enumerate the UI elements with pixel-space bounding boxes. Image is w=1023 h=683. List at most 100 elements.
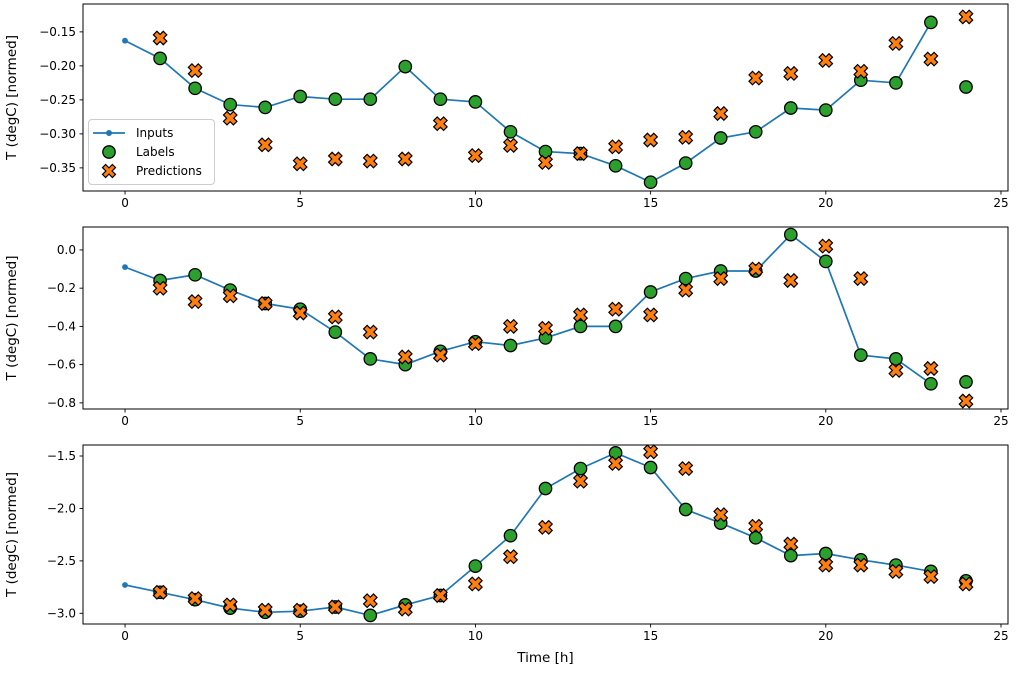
predictions-marker bbox=[923, 360, 939, 377]
predictions-marker bbox=[958, 9, 974, 25]
labels-marker bbox=[678, 502, 693, 517]
legend: Inputs Labels Predictions bbox=[88, 119, 215, 185]
predictions-marker bbox=[187, 591, 203, 607]
predictions-marker bbox=[818, 238, 834, 254]
predictions-marker bbox=[152, 280, 168, 296]
labels-marker bbox=[328, 92, 343, 107]
x-tick-label: 20 bbox=[818, 629, 833, 643]
predictions-marker bbox=[467, 336, 483, 352]
x-tick-label: 5 bbox=[296, 629, 304, 643]
labels-marker bbox=[783, 548, 798, 563]
labels-marker bbox=[573, 461, 588, 476]
y-tick-label: 0.0 bbox=[57, 243, 76, 257]
labels-marker bbox=[818, 254, 833, 269]
predictions-marker bbox=[362, 153, 378, 169]
predictions-marker bbox=[783, 272, 799, 289]
predictions-marker bbox=[362, 324, 378, 340]
predictions-marker bbox=[643, 307, 659, 323]
labels-marker bbox=[748, 530, 763, 545]
labels-marker bbox=[783, 101, 798, 115]
labels-marker bbox=[713, 131, 728, 145]
inputs-line bbox=[124, 21, 932, 184]
y-tick-label: −2.5 bbox=[47, 554, 76, 568]
predictions-marker bbox=[397, 349, 413, 365]
predictions-marker bbox=[572, 307, 589, 323]
labels-marker bbox=[959, 80, 973, 94]
predictions-marker bbox=[537, 154, 554, 170]
y-tick-label: −0.35 bbox=[39, 161, 76, 175]
y-tick-label: −3.0 bbox=[47, 606, 76, 620]
y-tick-label: −0.30 bbox=[39, 127, 76, 141]
labels-marker bbox=[293, 89, 308, 104]
subplot-frame bbox=[82, 3, 1009, 192]
predictions-marker bbox=[152, 584, 168, 600]
predictions-marker bbox=[643, 444, 659, 460]
predictions-marker bbox=[923, 51, 939, 67]
subplot-2: 0 5 10 15 20 25 0.0 −0.2 −0.4 −0.6 −0.8 T (degC) [n… bbox=[4, 226, 1009, 428]
labels-marker bbox=[748, 124, 763, 139]
predictions-marker bbox=[748, 261, 764, 277]
predictions-marker bbox=[327, 309, 343, 325]
predictions-marker bbox=[187, 294, 203, 310]
predictions-marker bbox=[888, 35, 904, 51]
x-tick-label: 20 bbox=[818, 414, 833, 428]
labels-marker bbox=[223, 97, 238, 112]
predictions-marker bbox=[397, 151, 413, 167]
predictions-marker bbox=[818, 52, 834, 68]
predictions-marker bbox=[257, 602, 273, 618]
predictions-marker bbox=[853, 271, 869, 287]
x-tick-label: 10 bbox=[468, 629, 483, 643]
predictions-marker bbox=[397, 601, 413, 617]
x-tick-label: 15 bbox=[643, 629, 658, 643]
predictions-marker bbox=[292, 602, 308, 618]
y-tick-label: −0.4 bbox=[47, 319, 76, 333]
labels-marker bbox=[468, 95, 483, 109]
subplot-frame bbox=[82, 226, 1009, 410]
predictions-marker bbox=[432, 347, 448, 363]
x-tick-label: 0 bbox=[121, 414, 129, 428]
x-tick-label: 20 bbox=[818, 196, 833, 210]
predictions-marker bbox=[608, 139, 624, 155]
predictions-marker bbox=[783, 65, 799, 81]
labels-marker bbox=[783, 227, 798, 242]
x-tick-label: 15 bbox=[643, 414, 658, 428]
x-tick-label: 0 bbox=[121, 196, 129, 210]
x-tick-label: 10 bbox=[468, 414, 483, 428]
predictions-marker bbox=[608, 301, 624, 317]
labels-marker bbox=[643, 460, 658, 475]
labels-marker bbox=[924, 15, 938, 30]
predictions-marker bbox=[678, 282, 694, 298]
labels-marker bbox=[889, 76, 903, 90]
y-tick-label: −0.25 bbox=[39, 93, 76, 107]
predictions-marker bbox=[678, 129, 694, 145]
legend-label-labels: Labels bbox=[136, 144, 175, 159]
x-tick-label: 25 bbox=[993, 414, 1008, 428]
labels-marker bbox=[853, 348, 868, 362]
labels-marker bbox=[678, 156, 693, 170]
y-tick-label: −0.8 bbox=[47, 396, 76, 410]
inputs-marker bbox=[122, 264, 128, 270]
labels-marker bbox=[678, 271, 693, 286]
labels-marker bbox=[503, 338, 518, 353]
inputs-line bbox=[124, 451, 932, 617]
predictions-x-icon bbox=[89, 163, 129, 179]
labels-marker bbox=[398, 59, 413, 74]
predictions-marker bbox=[888, 362, 904, 378]
labels-marker bbox=[468, 559, 483, 573]
labels-marker bbox=[363, 352, 378, 366]
predictions-marker bbox=[923, 569, 939, 585]
y-axis-label: T (degC) [normed] bbox=[4, 472, 20, 598]
predictions-marker bbox=[537, 519, 554, 535]
labels-marker bbox=[258, 100, 273, 115]
predictions-marker bbox=[257, 137, 273, 153]
legend-item-inputs: Inputs bbox=[89, 123, 214, 142]
subplot-frame bbox=[82, 444, 1009, 625]
y-tick-label: −0.2 bbox=[47, 281, 76, 295]
predictions-marker bbox=[152, 30, 168, 46]
y-tick-label: −0.20 bbox=[39, 59, 76, 73]
x-tick-label: 5 bbox=[296, 414, 304, 428]
predictions-marker bbox=[713, 507, 729, 523]
predictions-marker bbox=[853, 557, 869, 573]
labels-marker bbox=[188, 81, 202, 96]
